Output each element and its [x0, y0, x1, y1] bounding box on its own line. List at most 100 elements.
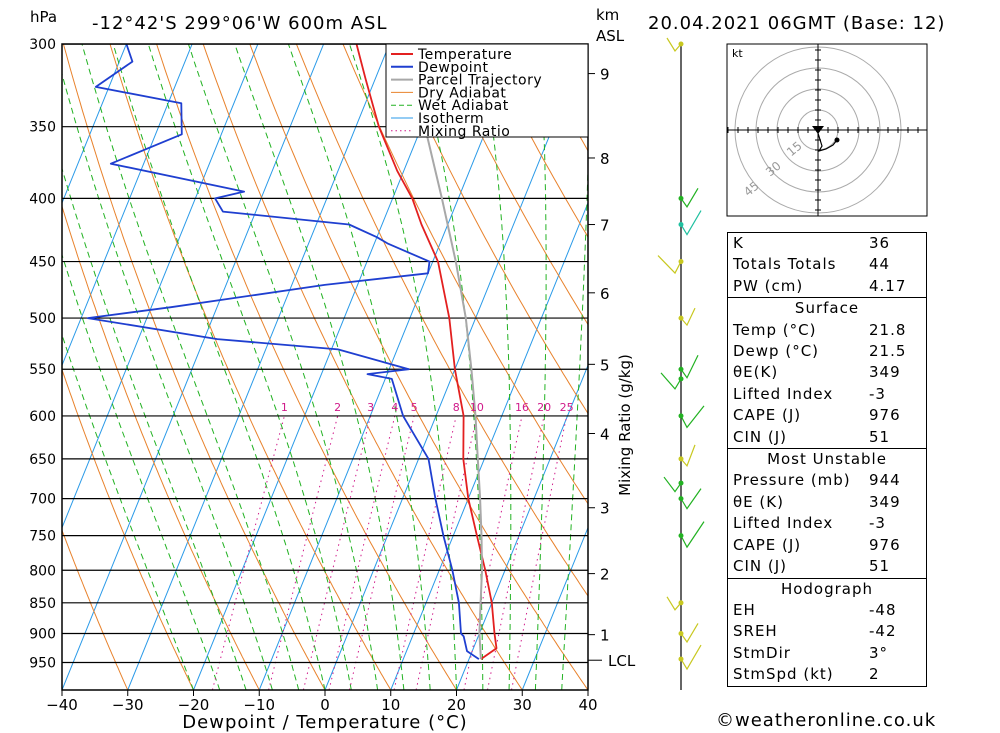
stat-label: Totals Totals — [733, 255, 837, 274]
pressure-tick-label: 500 — [29, 311, 56, 327]
dry-adiabat-line — [935, 26, 1000, 690]
stat-label: StmSpd (kt) — [733, 665, 834, 684]
wet-adiabat-line — [62, 72, 273, 690]
stat-value: -48 — [869, 600, 897, 619]
wind-barb — [678, 188, 699, 208]
stat-value: 21.8 — [869, 320, 907, 339]
dry-adiabat-line — [62, 528, 129, 690]
temperature-tick-label: 10 — [381, 696, 400, 714]
stat-row: Pressure (mb) 944 — [728, 470, 926, 491]
stat-label: θE (K) — [733, 492, 784, 511]
wet-adiabat-line — [62, 333, 194, 690]
mixing-ratio-label: 8 — [453, 401, 460, 414]
stat-value: -3 — [869, 384, 886, 403]
km-tick-label: 7 — [600, 217, 610, 235]
km-tick-label: 5 — [600, 356, 610, 374]
pressure-tick-label: 600 — [29, 409, 56, 425]
credit-link[interactable]: ©weatheronline.co.uk — [716, 710, 937, 731]
pressure-tick-label: 350 — [29, 120, 56, 136]
stat-row: θE (K) 349 — [728, 492, 926, 513]
stat-value: 44 — [869, 255, 891, 274]
wind-barb — [678, 521, 705, 549]
pressure-tick-label: 850 — [29, 596, 56, 612]
isotherm-line — [62, 44, 259, 529]
stat-row: CAPE (J) 976 — [728, 405, 926, 426]
temperature-tick-label: −10 — [243, 696, 275, 714]
km-tick-label: 2 — [600, 566, 610, 584]
pressure-tick-label: 950 — [29, 655, 56, 671]
wet-adiabat-line — [112, 44, 326, 690]
stat-label: CIN (J) — [733, 557, 788, 576]
stats-panel: K 36 Totals Totals 44 PW (cm) 4.17 Surface Te… — [727, 232, 927, 687]
dry-adiabat-line — [62, 368, 194, 690]
wind-barb — [666, 596, 684, 611]
mixing-ratio-label: 2 — [334, 401, 341, 414]
mixing-ratio-label: 4 — [391, 401, 398, 414]
pressure-tick-label: 750 — [29, 529, 56, 545]
temperature-tick-label: 20 — [447, 696, 466, 714]
mixing-ratio-label: 10 — [470, 401, 484, 414]
stat-label: SREH — [733, 622, 778, 641]
pressure-tick-label: 800 — [29, 563, 56, 579]
wet-adiabat-line — [561, 152, 588, 690]
isotherm-line — [62, 44, 193, 367]
stat-row: θE(K) 349 — [728, 362, 926, 383]
stat-label: PW (cm) — [733, 276, 804, 295]
most-unstable-box: Most Unstable Pressure (mb) 944 θE (K) 349 L… — [727, 448, 927, 579]
legend-box — [385, 43, 589, 138]
wet-adiabat-line — [348, 44, 457, 690]
wet-adiabat-line — [147, 44, 352, 690]
stat-value: 36 — [869, 234, 891, 252]
stat-label: Pressure (mb) — [733, 471, 851, 490]
stat-label: CIN (J) — [733, 427, 788, 446]
stat-label: StmDir — [733, 643, 791, 662]
dry-adiabat-line — [109, 44, 392, 690]
km-tick-label: 3 — [600, 500, 610, 518]
stat-value: 21.5 — [869, 342, 907, 361]
stat-label: Lifted Index — [733, 384, 834, 403]
wind-barb — [678, 210, 702, 236]
lcl-label: LCL — [608, 652, 636, 670]
temperature-tick-label: −40 — [46, 696, 78, 714]
wind-barb — [666, 37, 684, 53]
wind-barb — [678, 405, 705, 429]
hodograph-unit: kt — [732, 47, 743, 60]
legend-label: Isotherm — [418, 111, 484, 127]
km-tick-label: 9 — [600, 66, 610, 84]
wet-adiabat-line — [62, 253, 221, 690]
pressure-tick-label: 550 — [29, 362, 56, 378]
wind-barb — [678, 644, 702, 671]
hpa-label: hPa — [30, 8, 57, 26]
wet-adiabat-line — [187, 44, 379, 690]
legend-label: Wet Adiabat — [418, 98, 509, 114]
mixing-ratio-label: 25 — [560, 401, 574, 414]
stat-label: EH — [733, 600, 756, 619]
hodograph-trace — [816, 129, 838, 152]
stat-value: 2 — [869, 665, 880, 684]
stat-value: 944 — [869, 471, 901, 490]
wind-barb — [660, 372, 684, 390]
stat-row: StmSpd (kt) 2 — [728, 664, 926, 685]
hodograph-point — [834, 137, 840, 143]
legend-label: Dewpoint — [418, 60, 489, 76]
dewpoint-line — [86, 44, 480, 660]
location-title: -12°42'S 299°06'W 600m ASL — [92, 13, 388, 34]
mixing-ratio-line — [393, 415, 457, 690]
stat-label: CAPE (J) — [733, 406, 802, 425]
legend-label: Dry Adiabat — [418, 85, 506, 101]
stat-row: PW (cm) 4.17 — [728, 276, 926, 297]
stat-value: -42 — [869, 622, 897, 641]
km-tick-label: 4 — [600, 426, 610, 444]
pressure-tick-label: 700 — [29, 492, 56, 508]
legend-label: Parcel Trajectory — [418, 73, 542, 89]
dry-adiabat-line — [62, 204, 260, 690]
stat-row: EH -48 — [728, 600, 926, 621]
stat-row: Totals Totals 44 — [728, 254, 926, 275]
temperature-line — [355, 44, 498, 660]
stat-label: Dewp (°C) — [733, 342, 820, 361]
stat-row: K 36 — [728, 233, 926, 254]
stat-value: 4.17 — [869, 276, 907, 295]
wet-adiabat-line — [234, 44, 405, 690]
temperature-tick-label: 30 — [513, 696, 532, 714]
wind-barb — [678, 354, 699, 379]
